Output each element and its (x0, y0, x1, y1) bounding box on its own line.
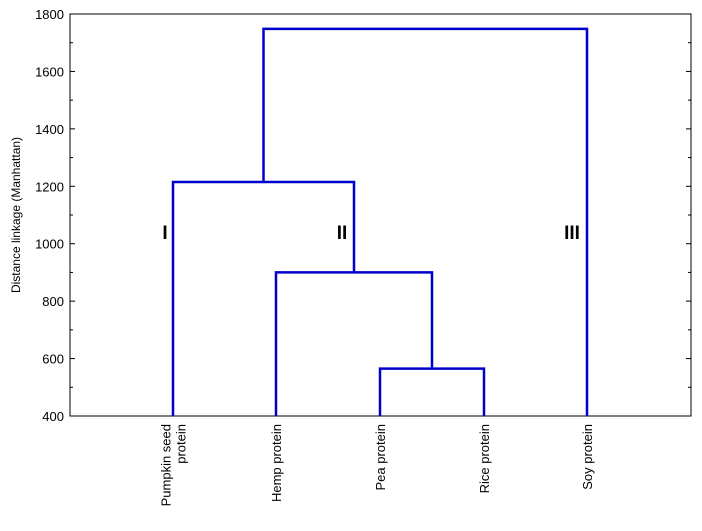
y-tick-label: 1000 (35, 237, 64, 252)
y-axis-title: Distance linkage (Manhattan) (9, 137, 23, 293)
y-tick-label: 1600 (35, 64, 64, 79)
cluster-label: III (564, 223, 580, 244)
leaf-label-line: Hemp protein (269, 424, 284, 502)
y-tick-label: 1400 (35, 122, 64, 137)
leaf-label-line: Pumpkin seed (159, 424, 174, 506)
leaf-label-line: Soy protein (580, 424, 595, 490)
leaf-label-hemp: Hemp protein (269, 424, 284, 502)
leaf-label-line: Rice protein (477, 424, 492, 493)
branch-m4 (262, 27, 589, 416)
leaf-label-pea: Pea protein (373, 424, 388, 491)
y-tick-label: 1800 (35, 7, 64, 22)
branch-m2 (274, 271, 434, 416)
leaf-label-soy: Soy protein (580, 424, 595, 490)
y-tick-label: 600 (42, 352, 64, 367)
leaf-label-pumpkin: Pumpkin seed protein (159, 424, 189, 506)
cluster-label: II (337, 223, 348, 244)
branch-m3 (171, 180, 356, 416)
y-tick-label: 400 (42, 409, 64, 424)
leaf-label-line: Pea protein (373, 424, 388, 491)
plot-frame (69, 13, 692, 417)
cluster-label: I (162, 223, 167, 244)
branch-m1 (378, 367, 486, 416)
y-tick-label: 800 (42, 294, 64, 309)
leaf-label-line: protein (174, 424, 189, 464)
leaf-label-rice: Rice protein (477, 424, 492, 493)
y-tick-label: 1200 (35, 179, 64, 194)
